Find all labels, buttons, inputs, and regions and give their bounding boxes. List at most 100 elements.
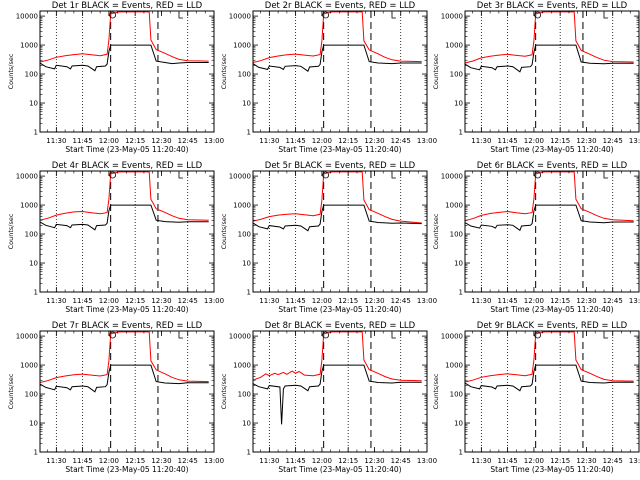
plot-frame xyxy=(39,10,215,133)
x-axis-label: Start Time (23-May-05 11:20:40) xyxy=(490,465,613,474)
marker-c-circle xyxy=(534,11,542,19)
series-line-red xyxy=(253,331,422,382)
x-tick-label: 13:00 xyxy=(629,137,640,145)
y-tick-label: 1 xyxy=(34,129,38,137)
y-tick-label: 1000 xyxy=(445,42,463,50)
marker-c-circle xyxy=(322,11,330,19)
x-tick-label: 12:45 xyxy=(391,457,411,465)
y-tick-label: 100 xyxy=(25,71,38,79)
chart-title: Det 7r BLACK = Events, RED = LLD xyxy=(52,321,203,331)
y-tick-label: 1000 xyxy=(233,362,251,370)
y-tick-label: 10 xyxy=(29,260,38,268)
series-line-red xyxy=(253,171,422,224)
x-tick-label: 13:00 xyxy=(204,137,224,145)
x-tick-label: 12:45 xyxy=(391,137,411,145)
x-tick-label: 11:45 xyxy=(73,297,93,305)
y-axis-label: Counts/sec xyxy=(432,213,440,249)
series-group xyxy=(465,171,634,232)
y-tick-label: 10 xyxy=(242,100,251,108)
x-tick-label: 12:15 xyxy=(550,457,570,465)
x-tick-label: 12:45 xyxy=(603,297,623,305)
x-tick-label: 12:00 xyxy=(312,137,332,145)
marker-l-bracket xyxy=(603,12,608,19)
y-tick-label: 100 xyxy=(450,391,463,399)
x-tick-label: 11:45 xyxy=(498,297,518,305)
plot-frame xyxy=(252,330,428,453)
y-tick-label: 100 xyxy=(238,391,251,399)
y-tick-label: 10 xyxy=(242,260,251,268)
chart-panel-9: Det 9r BLACK = Events, RED = LLD 1 10 100 10… xyxy=(432,321,640,474)
chart-title: Det 9r BLACK = Events, RED = LLD xyxy=(477,321,628,331)
x-tick-label: 12:30 xyxy=(576,297,596,305)
marker-c-circle xyxy=(109,11,117,19)
x-tick-label: 11:30 xyxy=(259,297,279,305)
x-tick-label: 12:45 xyxy=(603,457,623,465)
x-tick-label: 13:00 xyxy=(417,137,437,145)
x-tick-label: 12:15 xyxy=(338,457,358,465)
series-line-black xyxy=(40,364,209,393)
plot-frame xyxy=(252,10,428,133)
x-tick-label: 12:30 xyxy=(151,457,171,465)
chart-title: Det 6r BLACK = Events, RED = LLD xyxy=(477,161,628,171)
series-line-red xyxy=(253,11,422,63)
y-tick-label: 10 xyxy=(29,420,38,428)
x-tick-label: 13:00 xyxy=(417,457,437,465)
chart-panel-8: Det 8r BLACK = Events, RED = LLD 1 10 100 10… xyxy=(220,321,437,474)
x-tick-label: 12:00 xyxy=(312,297,332,305)
x-tick-label: 11:30 xyxy=(46,137,66,145)
x-tick-label: 11:30 xyxy=(471,137,491,145)
x-tick-label: 12:00 xyxy=(312,457,332,465)
x-tick-label: 12:15 xyxy=(550,137,570,145)
x-tick-label: 11:45 xyxy=(498,457,518,465)
chart-title: Det 1r BLACK = Events, RED = LLD xyxy=(52,1,203,11)
x-tick-label: 12:00 xyxy=(99,457,119,465)
y-tick-label: 10 xyxy=(454,100,463,108)
series-group xyxy=(253,11,422,72)
series-line-black xyxy=(465,44,634,73)
x-tick-label: 12:45 xyxy=(178,297,198,305)
plot-frame xyxy=(464,10,640,133)
x-tick-label: 11:45 xyxy=(73,457,93,465)
chart-panel-2: Det 2r BLACK = Events, RED = LLD 1 10 100 10… xyxy=(220,1,437,154)
x-axis-label: Start Time (23-May-05 11:20:40) xyxy=(490,145,613,154)
x-tick-label: 12:30 xyxy=(364,137,384,145)
chart-panel-7: Det 7r BLACK = Events, RED = LLD 1 10 100 10… xyxy=(7,321,224,474)
plot-frame xyxy=(252,170,428,293)
x-tick-label: 12:30 xyxy=(576,457,596,465)
y-tick-label: 1000 xyxy=(20,42,38,50)
x-tick-label: 12:15 xyxy=(125,297,145,305)
series-line-black xyxy=(40,204,209,231)
y-tick-label: 1000 xyxy=(445,362,463,370)
y-tick-label: 10 xyxy=(242,420,251,428)
x-tick-label: 11:45 xyxy=(286,457,306,465)
y-tick-label: 10000 xyxy=(441,173,463,181)
x-tick-label: 11:30 xyxy=(471,297,491,305)
series-group xyxy=(40,171,209,231)
y-tick-label: 100 xyxy=(450,71,463,79)
x-tick-label: 11:45 xyxy=(286,297,306,305)
plot-frame xyxy=(464,170,640,293)
y-tick-label: 1000 xyxy=(20,362,38,370)
y-axis-label: Counts/sec xyxy=(7,213,15,249)
chart-panel-1: Det 1r BLACK = Events, RED = LLD 1 10 100 10… xyxy=(7,1,224,154)
series-line-black xyxy=(465,364,634,392)
x-axis-label: Start Time (23-May-05 11:20:40) xyxy=(65,145,188,154)
series-line-red xyxy=(40,171,209,221)
x-tick-label: 11:30 xyxy=(46,297,66,305)
y-axis-label: Counts/sec xyxy=(432,373,440,409)
marker-c-circle xyxy=(534,171,542,179)
y-tick-label: 100 xyxy=(238,71,251,79)
x-tick-label: 12:00 xyxy=(524,297,544,305)
y-axis-label: Counts/sec xyxy=(220,373,228,409)
x-tick-label: 13:00 xyxy=(204,457,224,465)
y-tick-label: 1 xyxy=(34,449,38,457)
chart-title: Det 4r BLACK = Events, RED = LLD xyxy=(52,161,203,171)
y-tick-label: 100 xyxy=(238,231,251,239)
y-tick-label: 10000 xyxy=(229,13,251,21)
x-tick-label: 12:15 xyxy=(125,457,145,465)
x-tick-label: 12:15 xyxy=(550,297,570,305)
y-tick-label: 1 xyxy=(459,449,463,457)
y-tick-label: 1000 xyxy=(233,42,251,50)
chart-panel-3: Det 3r BLACK = Events, RED = LLD 1 10 100 10… xyxy=(432,1,640,154)
series-group xyxy=(40,331,209,393)
